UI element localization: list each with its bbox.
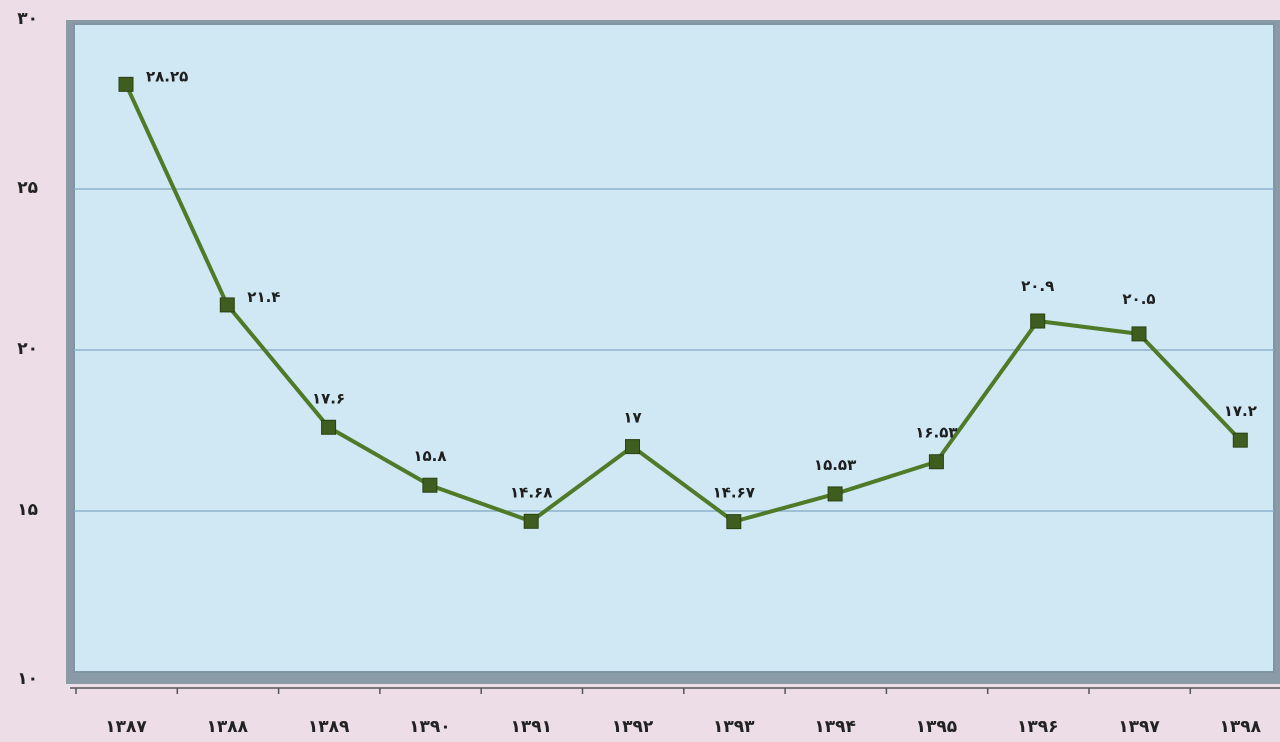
data-point-marker [524, 514, 538, 528]
data-point-marker [626, 440, 640, 454]
data-label: ۲۱.۴ [247, 288, 280, 306]
data-label: ۱۷.۲ [1224, 402, 1257, 420]
y-tick-label: ۲۰ [17, 339, 38, 359]
data-point-marker [423, 478, 437, 492]
x-tick-label: ۱۳۹۸ [1220, 717, 1262, 737]
x-tick-label: ۱۳۹۳ [713, 717, 755, 737]
data-label: ۱۷.۶ [312, 389, 345, 407]
data-point-marker [322, 420, 336, 434]
x-tick-label: ۱۳۸۹ [308, 717, 350, 737]
x-tick-label: ۱۳۹۰ [409, 717, 451, 737]
x-tick-label: ۱۳۹۶ [1017, 717, 1059, 737]
data-point-marker [727, 515, 741, 529]
plot-area [74, 24, 1274, 672]
data-label: ۲۸.۲۵ [146, 67, 188, 85]
data-label: ۱۵.۸ [413, 447, 446, 465]
data-point-marker [220, 298, 234, 312]
x-tick-label: ۱۳۹۲ [612, 717, 654, 737]
data-point-marker [929, 455, 943, 469]
data-label: ۱۴.۶۸ [510, 483, 552, 501]
x-tick-label: ۱۳۹۱ [510, 717, 552, 737]
data-label: ۱۴.۶۷ [713, 484, 755, 502]
x-tick-label: ۱۳۹۵ [916, 717, 958, 737]
x-tick-label: ۱۳۹۴ [814, 717, 856, 737]
data-point-marker [1031, 314, 1045, 328]
data-point-marker [1233, 433, 1247, 447]
y-tick-label: ۱۰ [17, 669, 38, 689]
data-label: ۲۰.۹ [1021, 277, 1054, 295]
data-label: ۱۷ [623, 409, 641, 427]
y-tick-label: ۱۵ [17, 500, 38, 520]
y-tick-label: ۲۵ [17, 178, 38, 198]
data-label: ۱۵.۵۳ [814, 456, 856, 474]
data-point-marker [1132, 327, 1146, 341]
data-point-marker [828, 487, 842, 501]
data-point-marker [119, 77, 133, 91]
data-label: ۲۰.۵ [1122, 290, 1155, 308]
x-tick-label: ۱۳۸۸ [207, 717, 249, 737]
x-tick-label: ۱۳۸۷ [105, 717, 147, 737]
data-label: ۱۶.۵۳ [915, 424, 957, 442]
x-tick-label: ۱۳۹۷ [1118, 717, 1160, 737]
y-tick-label: ۳۰ [17, 9, 38, 29]
